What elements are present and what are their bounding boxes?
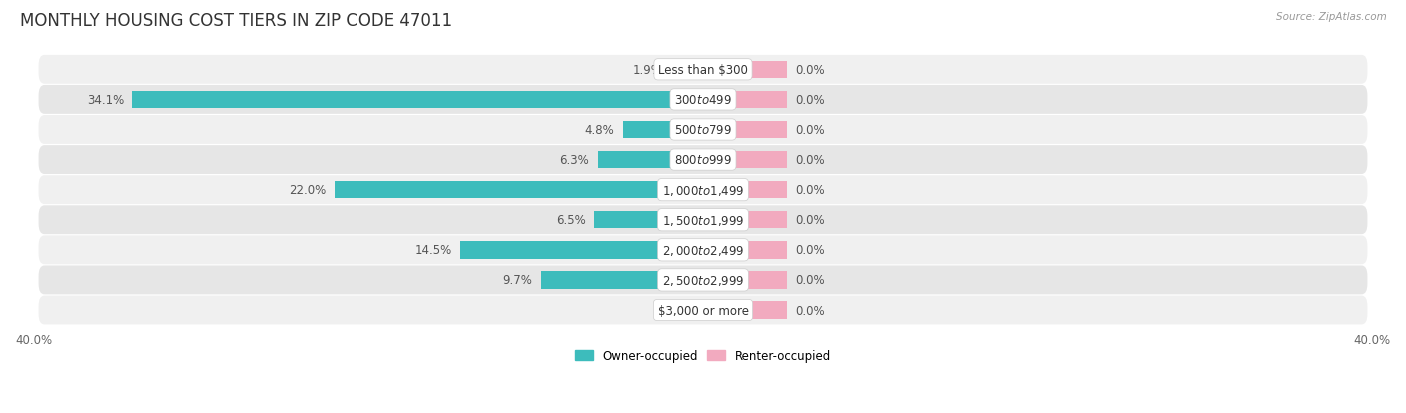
Text: 0.0%: 0.0% bbox=[794, 304, 825, 317]
Text: Source: ZipAtlas.com: Source: ZipAtlas.com bbox=[1275, 12, 1386, 22]
FancyBboxPatch shape bbox=[38, 56, 1368, 85]
FancyBboxPatch shape bbox=[38, 206, 1368, 235]
Bar bbox=[671, 62, 703, 79]
Bar bbox=[132, 91, 703, 109]
Bar bbox=[541, 271, 703, 289]
Text: $1,500 to $1,999: $1,500 to $1,999 bbox=[662, 213, 744, 227]
Text: 4.8%: 4.8% bbox=[585, 123, 614, 137]
Text: 22.0%: 22.0% bbox=[290, 184, 326, 197]
Text: 9.7%: 9.7% bbox=[502, 274, 533, 287]
Bar bbox=[703, 242, 787, 259]
Text: MONTHLY HOUSING COST TIERS IN ZIP CODE 47011: MONTHLY HOUSING COST TIERS IN ZIP CODE 4… bbox=[20, 12, 451, 30]
FancyBboxPatch shape bbox=[38, 236, 1368, 265]
Text: 0.0%: 0.0% bbox=[794, 64, 825, 77]
Text: $2,000 to $2,499: $2,000 to $2,499 bbox=[662, 243, 744, 257]
Text: $300 to $499: $300 to $499 bbox=[673, 94, 733, 107]
Text: 0.0%: 0.0% bbox=[794, 274, 825, 287]
FancyBboxPatch shape bbox=[38, 176, 1368, 204]
Text: $2,500 to $2,999: $2,500 to $2,999 bbox=[662, 273, 744, 287]
Text: $3,000 or more: $3,000 or more bbox=[658, 304, 748, 317]
Text: 0.0%: 0.0% bbox=[794, 184, 825, 197]
Bar bbox=[703, 62, 787, 79]
FancyBboxPatch shape bbox=[38, 86, 1368, 114]
Bar bbox=[623, 121, 703, 139]
Text: 1.9%: 1.9% bbox=[633, 64, 662, 77]
Bar bbox=[595, 211, 703, 229]
FancyBboxPatch shape bbox=[38, 146, 1368, 175]
Bar bbox=[703, 152, 787, 169]
Text: $800 to $999: $800 to $999 bbox=[673, 154, 733, 167]
Text: 6.5%: 6.5% bbox=[557, 214, 586, 227]
Text: 0.0%: 0.0% bbox=[794, 123, 825, 137]
Text: 34.1%: 34.1% bbox=[87, 94, 124, 107]
Text: 0.0%: 0.0% bbox=[794, 154, 825, 167]
Bar bbox=[703, 91, 787, 109]
Text: 6.3%: 6.3% bbox=[560, 154, 589, 167]
Bar bbox=[598, 152, 703, 169]
FancyBboxPatch shape bbox=[38, 296, 1368, 325]
Bar bbox=[335, 181, 703, 199]
Text: 0.0%: 0.0% bbox=[665, 304, 695, 317]
Bar bbox=[703, 211, 787, 229]
FancyBboxPatch shape bbox=[38, 266, 1368, 294]
Legend: Owner-occupied, Renter-occupied: Owner-occupied, Renter-occupied bbox=[571, 344, 835, 367]
Text: $500 to $799: $500 to $799 bbox=[673, 123, 733, 137]
Text: Less than $300: Less than $300 bbox=[658, 64, 748, 77]
Bar bbox=[703, 301, 787, 319]
Bar bbox=[703, 181, 787, 199]
FancyBboxPatch shape bbox=[38, 116, 1368, 145]
Text: 0.0%: 0.0% bbox=[794, 214, 825, 227]
Bar bbox=[703, 271, 787, 289]
Text: 0.0%: 0.0% bbox=[794, 244, 825, 257]
Text: $1,000 to $1,499: $1,000 to $1,499 bbox=[662, 183, 744, 197]
Text: 0.0%: 0.0% bbox=[794, 94, 825, 107]
Bar bbox=[703, 121, 787, 139]
Text: 14.5%: 14.5% bbox=[415, 244, 451, 257]
Bar bbox=[460, 242, 703, 259]
